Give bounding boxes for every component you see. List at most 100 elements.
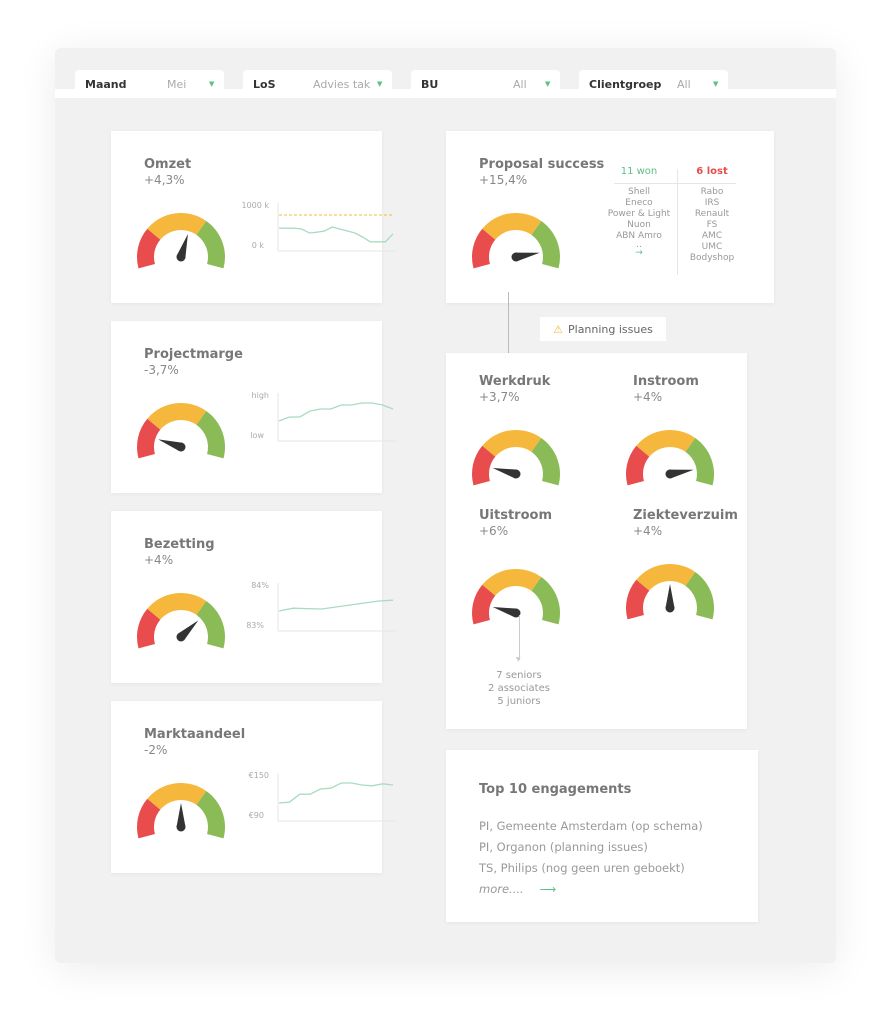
proposal-success-card[interactable]: Proposal success +15,4% 11 won 6 lost Sh… (446, 131, 774, 303)
instroom-change: +4% (633, 390, 663, 404)
detail-line: 5 juniors (497, 696, 541, 707)
filter-label: Maand (85, 77, 127, 91)
lost-item: Renault (694, 209, 730, 219)
axis-low-label: €90 (248, 811, 264, 820)
gauge-segment-orange (147, 783, 207, 810)
gauge-segment-orange (147, 403, 207, 430)
hr-card: Werkdruk +3,7% Instroom +4% Uitstroom +6… (446, 353, 747, 729)
sparkline (277, 203, 397, 252)
gauge-segment-red (472, 445, 496, 486)
werkdruk-gauge (472, 430, 560, 486)
arrow-right-icon[interactable]: → (635, 248, 643, 258)
gauge (137, 783, 225, 839)
sparkline (277, 773, 397, 822)
planning-issues-badge[interactable]: ⚠ Planning issues (540, 317, 666, 341)
won-more: .. (636, 240, 642, 250)
sparkline (277, 393, 397, 442)
gauge-needle (665, 469, 694, 479)
filter-clientgroep[interactable]: Clientgroep All ▼ (579, 70, 728, 98)
card-change: -3,7% (144, 363, 179, 377)
kpi-card-projectmarge[interactable]: Projectmarge -3,7% high low (111, 321, 397, 493)
card-change: +4% (144, 553, 174, 567)
gauge-segment-green (685, 571, 714, 620)
engagement-item[interactable]: PI, Gemeente Amsterdam (op schema) (479, 819, 703, 833)
gauge-needle (176, 234, 188, 262)
gauge-segment-orange (636, 430, 696, 457)
gauge-segment-orange (636, 564, 696, 591)
badge-label: Planning issues (568, 322, 653, 336)
gauge (137, 593, 225, 649)
gauge-needle (492, 468, 521, 479)
gauge-segment-red (626, 445, 650, 486)
gauge-segment-orange (147, 213, 207, 240)
won-item: Nuon (627, 220, 651, 230)
warning-icon: ⚠ (553, 322, 563, 336)
gauge-segment-red (137, 418, 161, 459)
won-list: Shell Eneco Power & Light Nuon ABN Amro … (596, 187, 682, 259)
filter-label: BU (421, 77, 439, 91)
axis-high-label: high (251, 391, 269, 400)
uitstroom-change: +6% (479, 524, 509, 538)
card-title: Projectmarge (144, 347, 243, 362)
gauge (137, 213, 225, 269)
card-title: Proposal success (479, 157, 605, 172)
kpi-card-marktaandeel[interactable]: Marktaandeel -2% €150 €90 (111, 701, 397, 873)
more-link[interactable]: more.... ⟶ (479, 879, 703, 900)
gauge-segment-green (685, 437, 714, 486)
detail-line: 7 seniors (496, 670, 542, 681)
chevron-down-icon: ▼ (209, 80, 215, 88)
lost-item: Bodyshop (689, 253, 735, 263)
gauge-segment-red (137, 228, 161, 269)
engagement-item[interactable]: TS, Philips (nog geen uren geboekt) (479, 861, 685, 875)
gauge-segment-orange (482, 430, 542, 457)
sparkline-series (279, 226, 394, 243)
gauge-needle (492, 607, 521, 618)
gauge-segment-green (531, 576, 560, 625)
engagements-card: Top 10 engagements PI, Gemeente Amsterda… (446, 750, 758, 922)
kpi-card-bezetting[interactable]: Bezetting +4% 84% 83% (111, 511, 397, 683)
lost-item: Rabo (700, 187, 724, 197)
axis-high-label: 84% (251, 581, 269, 590)
gauge-segment-green (196, 410, 225, 459)
connector-line (508, 292, 509, 362)
ziekteverzuim-change: +4% (633, 524, 663, 538)
gauge-segment-orange (482, 569, 542, 596)
gauge (137, 403, 225, 459)
lost-item: AMC (701, 231, 723, 241)
axis-low-label: low (250, 431, 264, 440)
filter-label: Clientgroep (589, 77, 662, 91)
card-title: Bezetting (144, 537, 215, 552)
sparkline-series (278, 402, 394, 422)
chevron-down-icon: ▼ (713, 80, 719, 88)
filter-bu[interactable]: BU All ▼ (411, 70, 560, 98)
filter-value: All (677, 77, 691, 91)
gauge-segment-green (196, 600, 225, 649)
filter-los[interactable]: LoS Advies tak ▼ (243, 70, 392, 98)
lost-item: IRS (704, 198, 720, 208)
card-title: Marktaandeel (144, 727, 246, 742)
arrow-down-icon: ▼ (516, 656, 521, 663)
filter-maand[interactable]: Maand Mei ▼ (75, 70, 224, 98)
card-title: Omzet (144, 157, 192, 172)
lost-count: 6 lost (696, 166, 728, 177)
gauge-segment-red (626, 579, 650, 620)
werkdruk-change: +3,7% (479, 390, 520, 404)
instroom-gauge (626, 430, 714, 486)
lost-list: Rabo IRS Renault FS AMC UMC Bodyshop (680, 187, 744, 264)
connector-line (519, 615, 520, 660)
gauge-segment-orange (147, 593, 207, 620)
gauge-segment-red (137, 798, 161, 839)
kpi-card-omzet[interactable]: Omzet +4,3% 1000 k 0 k (111, 131, 397, 303)
gauge-segment-green (196, 790, 225, 839)
chevron-down-icon: ▼ (545, 80, 551, 88)
gauge-needle (176, 803, 186, 832)
uitstroom-title: Uitstroom (479, 508, 552, 523)
card-title: Top 10 engagements (479, 782, 632, 797)
werkdruk-title: Werkdruk (479, 374, 551, 389)
gauge-segment-red (472, 228, 496, 269)
lost-item: UMC (701, 242, 723, 252)
engagement-item[interactable]: PI, Organon (planning issues) (479, 840, 648, 854)
ziekteverzuim-gauge (626, 564, 714, 620)
uitstroom-detail: 7 seniors 2 associates 5 juniors (469, 669, 569, 708)
gauge-segment-green (196, 220, 225, 269)
